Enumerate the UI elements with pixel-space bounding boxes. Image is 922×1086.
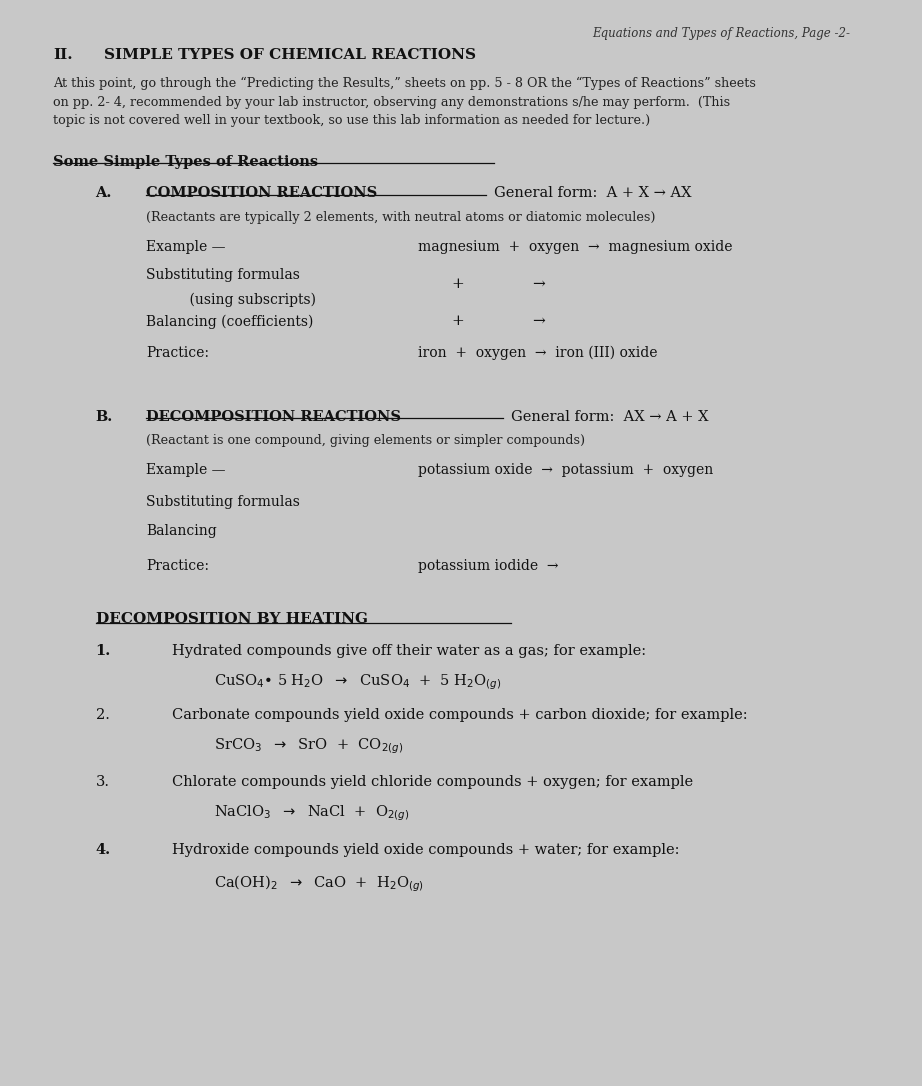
Text: DECOMPOSITION REACTIONS: DECOMPOSITION REACTIONS <box>147 409 401 424</box>
Text: potassium oxide  →  potassium  +  oxygen: potassium oxide → potassium + oxygen <box>418 463 713 477</box>
Text: Hydroxide compounds yield oxide compounds + water; for example:: Hydroxide compounds yield oxide compound… <box>171 843 680 857</box>
Text: SIMPLE TYPES OF CHEMICAL REACTIONS: SIMPLE TYPES OF CHEMICAL REACTIONS <box>104 48 476 62</box>
Text: magnesium  +  oxygen  →  magnesium oxide: magnesium + oxygen → magnesium oxide <box>418 240 732 254</box>
Text: 4.: 4. <box>96 843 111 857</box>
Text: Chlorate compounds yield chloride compounds + oxygen; for example: Chlorate compounds yield chloride compou… <box>171 775 693 790</box>
Text: 1.: 1. <box>96 644 111 658</box>
Text: potassium iodide  →: potassium iodide → <box>418 559 559 573</box>
Text: Substituting formulas: Substituting formulas <box>147 495 301 509</box>
Text: II.: II. <box>53 48 73 62</box>
Text: (Reactants are typically 2 elements, with neutral atoms or diatomic molecules): (Reactants are typically 2 elements, wit… <box>147 211 656 224</box>
Text: Hydrated compounds give off their water as a gas; for example:: Hydrated compounds give off their water … <box>171 644 646 658</box>
Text: Ca(OH)$_2$  $\rightarrow$  CaO  +  H$_2$O$_{(g)}$: Ca(OH)$_2$ $\rightarrow$ CaO + H$_2$O$_{… <box>214 873 424 894</box>
Text: General form:  A + X → AX: General form: A + X → AX <box>494 187 692 201</box>
Text: +              →: + → <box>452 314 546 328</box>
Text: COMPOSITION REACTIONS: COMPOSITION REACTIONS <box>147 187 378 201</box>
Text: B.: B. <box>96 409 112 424</box>
Text: Carbonate compounds yield oxide compounds + carbon dioxide; for example:: Carbonate compounds yield oxide compound… <box>171 708 748 722</box>
Text: Practice:: Practice: <box>147 559 209 573</box>
Text: Example —: Example — <box>147 463 226 477</box>
Text: Equations and Types of Reactions, Page -2-: Equations and Types of Reactions, Page -… <box>593 27 850 40</box>
Text: (Reactant is one compound, giving elements or simpler compounds): (Reactant is one compound, giving elemen… <box>147 434 585 447</box>
Text: General form:  AX → A + X: General form: AX → A + X <box>511 409 709 424</box>
Text: Balancing: Balancing <box>147 523 218 538</box>
Text: Example —: Example — <box>147 240 226 254</box>
Text: DECOMPOSITION BY HEATING: DECOMPOSITION BY HEATING <box>96 613 368 627</box>
Text: Some Simple Types of Reactions: Some Simple Types of Reactions <box>53 154 318 168</box>
Text: At this point, go through the “Predicting the Results,” sheets on pp. 5 - 8 OR t: At this point, go through the “Predictin… <box>53 77 756 127</box>
Text: SrCO$_3$  $\rightarrow$  SrO  +  CO$_{2(g)}$: SrCO$_3$ $\rightarrow$ SrO + CO$_{2(g)}$ <box>214 736 404 756</box>
Text: A.: A. <box>96 187 112 201</box>
Text: CuSO$_4$• 5 H$_2$O  $\rightarrow$  CuSO$_4$  +  5 H$_2$O$_{(g)}$: CuSO$_4$• 5 H$_2$O $\rightarrow$ CuSO$_4… <box>214 673 502 693</box>
Text: Substituting formulas: Substituting formulas <box>147 268 301 282</box>
Text: (using subscripts): (using subscripts) <box>171 293 316 307</box>
Text: Practice:: Practice: <box>147 346 209 361</box>
Text: 2.: 2. <box>96 708 110 722</box>
Text: NaClO$_3$  $\rightarrow$  NaCl  +  O$_{2(g)}$: NaClO$_3$ $\rightarrow$ NaCl + O$_{2(g)}… <box>214 804 409 823</box>
Text: 3.: 3. <box>96 775 110 790</box>
Text: +              →: + → <box>452 277 546 291</box>
Text: Balancing (coefficients): Balancing (coefficients) <box>147 314 313 329</box>
Text: iron  +  oxygen  →  iron (III) oxide: iron + oxygen → iron (III) oxide <box>418 346 657 361</box>
